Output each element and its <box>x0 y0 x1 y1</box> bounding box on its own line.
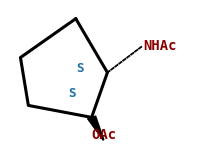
Text: S: S <box>68 87 76 100</box>
Text: OAc: OAc <box>92 128 117 142</box>
Polygon shape <box>88 116 104 140</box>
Text: S: S <box>76 61 84 75</box>
Text: NHAc: NHAc <box>143 39 177 53</box>
